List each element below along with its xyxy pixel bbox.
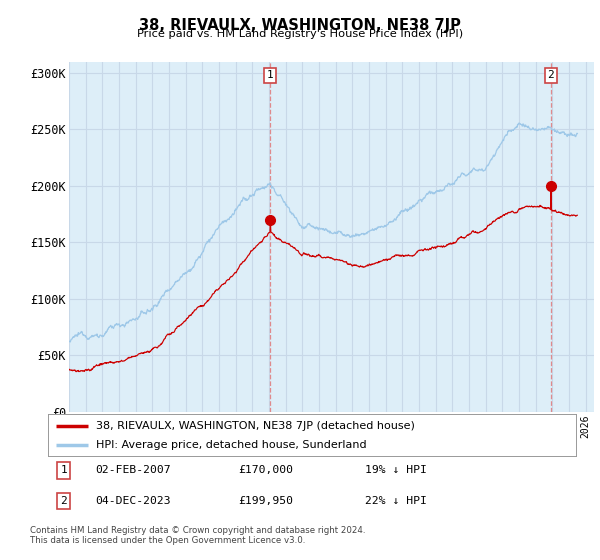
Text: 2: 2 (548, 71, 554, 80)
Text: Price paid vs. HM Land Registry's House Price Index (HPI): Price paid vs. HM Land Registry's House … (137, 29, 463, 39)
Text: 22% ↓ HPI: 22% ↓ HPI (365, 496, 427, 506)
Text: Contains HM Land Registry data © Crown copyright and database right 2024.: Contains HM Land Registry data © Crown c… (30, 526, 365, 535)
Text: 1: 1 (267, 71, 274, 80)
Text: £170,000: £170,000 (238, 465, 293, 475)
Text: HPI: Average price, detached house, Sunderland: HPI: Average price, detached house, Sund… (95, 440, 366, 450)
Text: 38, RIEVAULX, WASHINGTON, NE38 7JP: 38, RIEVAULX, WASHINGTON, NE38 7JP (139, 18, 461, 33)
Text: 02-FEB-2007: 02-FEB-2007 (95, 465, 171, 475)
Text: This data is licensed under the Open Government Licence v3.0.: This data is licensed under the Open Gov… (30, 536, 305, 545)
Text: 19% ↓ HPI: 19% ↓ HPI (365, 465, 427, 475)
Text: 04-DEC-2023: 04-DEC-2023 (95, 496, 171, 506)
Text: £199,950: £199,950 (238, 496, 293, 506)
Text: 38, RIEVAULX, WASHINGTON, NE38 7JP (detached house): 38, RIEVAULX, WASHINGTON, NE38 7JP (deta… (95, 421, 415, 431)
Text: 2: 2 (61, 496, 67, 506)
Text: 1: 1 (61, 465, 67, 475)
